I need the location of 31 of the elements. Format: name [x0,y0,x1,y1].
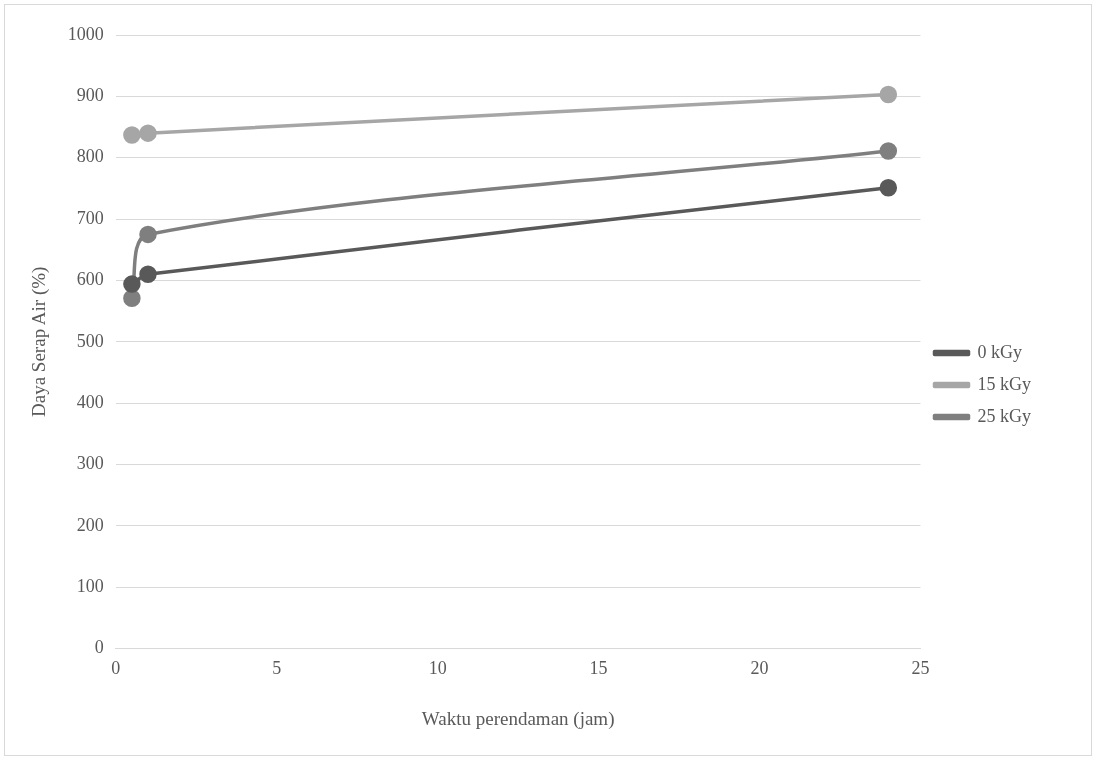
legend-label: 15 kGy [977,373,1031,394]
point [123,126,141,144]
y-tick-label: 0 [94,637,104,658]
point [139,225,157,244]
point [123,289,141,307]
y-tick-label: 300 [76,453,104,474]
point [139,124,157,142]
y-tick-label: 700 [76,207,104,228]
point [123,275,141,293]
point [879,85,898,104]
legend-label: 25 kGy [977,405,1031,426]
x-tick-label: 20 [750,658,769,679]
point [879,142,898,160]
y-tick-label: 200 [76,514,104,535]
x-tick-label: 15 [589,658,608,679]
y-tick-label: 900 [76,85,104,106]
x-tick-label: 5 [272,658,282,679]
point [879,179,898,197]
x-tick-label: 10 [428,658,447,679]
point [139,265,157,284]
x-tick-label: 25 [911,658,930,679]
x-tick-label: 0 [111,658,121,679]
y-tick-label: 600 [76,269,104,290]
x-axis-title: Waktu perendaman (jam) [421,707,615,730]
legend-label: 0 kGy [977,341,1022,362]
y-tick-label: 100 [76,575,104,596]
y-tick-label: 800 [76,146,104,167]
y-tick-label: 400 [76,391,104,412]
y-tick-label: 500 [76,330,104,351]
y-tick-label: 1000 [67,23,104,44]
y-axis-title: Daya Serap Air (%) [28,266,51,417]
